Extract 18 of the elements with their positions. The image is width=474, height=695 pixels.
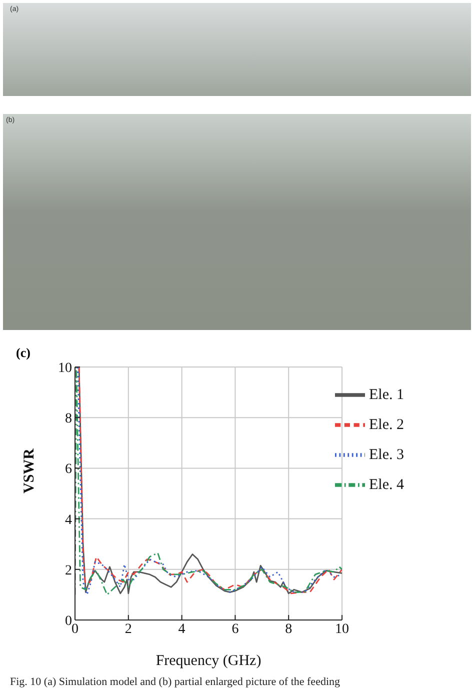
x-axis-title: Frequency (GHz): [156, 653, 262, 669]
y-tick-label: 2: [65, 563, 72, 578]
legend-label: Ele. 2: [369, 416, 404, 433]
legend-label: Ele. 3: [369, 446, 404, 463]
legend-label: Ele. 4: [369, 476, 404, 493]
x-tick-label: 8: [285, 622, 292, 637]
y-tick-label: 6: [65, 462, 72, 478]
y-axis-title: VSWR: [21, 448, 38, 494]
x-tick-label: 10: [335, 622, 349, 637]
y-tick-label: 4: [65, 512, 72, 528]
y-tick-label: 10: [58, 360, 72, 376]
y-tick-label: 8: [65, 412, 72, 427]
caption: Fig. 10 (a) Simulation model and (b) partial enlarged picture of the feeding: [10, 676, 340, 688]
text: (c): [16, 345, 30, 361]
x-tick-label: 6: [232, 622, 239, 637]
x-tick-label: 2: [124, 622, 132, 637]
x-tick-label: 4: [178, 622, 186, 637]
legend-label: Ele. 1: [369, 386, 404, 403]
